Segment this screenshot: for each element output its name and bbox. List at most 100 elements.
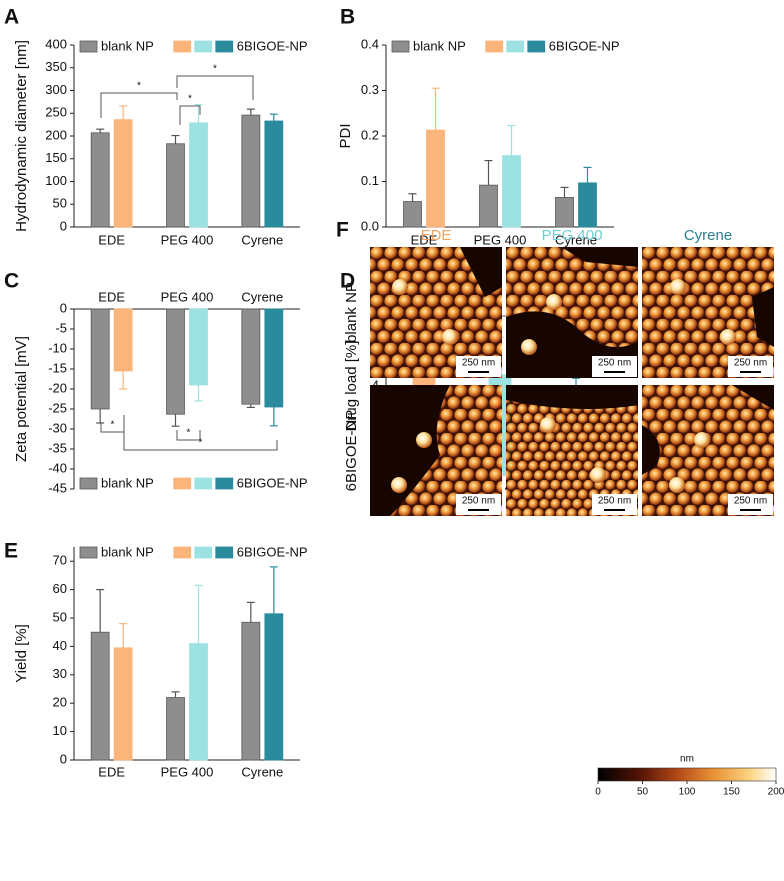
legend-label: blank NP <box>101 475 154 490</box>
scale-box <box>592 356 637 377</box>
significance-label: * <box>137 81 141 92</box>
error-bar <box>246 108 255 116</box>
error-bar <box>171 691 180 698</box>
afm-peak <box>442 329 458 345</box>
y-tick-label: 0 <box>60 751 67 766</box>
legend-swatch <box>506 40 525 53</box>
y-tick-label: 350 <box>45 59 67 74</box>
y-axis-label: Zeta potential [mV] <box>13 336 30 462</box>
significance-label: * <box>111 420 115 431</box>
scale-box <box>456 356 501 377</box>
y-tick-label: -45 <box>48 480 67 495</box>
y-tick-label: 20 <box>53 695 67 710</box>
afm-peak <box>391 477 407 493</box>
bar <box>264 613 284 761</box>
legend-label: blank NP <box>413 38 466 53</box>
afm-image: 250 nm <box>370 247 502 378</box>
y-axis-label: Hydrodynamic diameter [nm] <box>13 40 30 232</box>
scale-bar-label: 250 nm <box>462 358 495 369</box>
legend-label: blank NP <box>101 544 154 559</box>
afm-void <box>642 385 774 475</box>
x-tick-label: EDE <box>98 232 125 247</box>
bar <box>502 155 521 228</box>
bar <box>113 647 133 761</box>
x-tick-label: EDE <box>98 764 125 779</box>
afm-image: 250 nm <box>370 385 502 516</box>
bar <box>189 643 208 761</box>
bar <box>189 122 208 228</box>
y-tick-label: 0 <box>60 300 67 315</box>
error-bar <box>269 407 278 427</box>
scale-box <box>456 494 501 515</box>
bar <box>578 182 597 228</box>
y-axis-label: Yield [%] <box>13 624 30 683</box>
error-bar <box>484 159 493 186</box>
y-tick-label: -25 <box>48 400 67 415</box>
error-bar <box>171 414 180 427</box>
error-bar <box>96 409 105 424</box>
panel-letter: F <box>336 219 349 242</box>
y-tick-label: 50 <box>53 196 67 211</box>
legend-label: 6BIGOE-NP <box>549 38 620 53</box>
bar <box>113 119 133 228</box>
y-tick-label: -20 <box>48 380 67 395</box>
legend-swatch <box>215 546 234 559</box>
afm-peak <box>540 417 556 433</box>
y-tick-label: -10 <box>48 340 67 355</box>
y-tick-label: -35 <box>48 440 67 455</box>
afm-void <box>460 247 502 297</box>
legend-swatch <box>215 40 234 53</box>
scale-bar-label: 250 nm <box>598 358 631 369</box>
y-tick-label: 70 <box>53 553 67 568</box>
y-tick-label: 60 <box>53 581 67 596</box>
scale-bar-label: 250 nm <box>734 358 767 369</box>
afm-void <box>506 247 638 378</box>
y-tick-label: 40 <box>53 638 67 653</box>
significance-bracket <box>176 430 201 441</box>
significance-bracket <box>123 415 278 451</box>
bar <box>241 114 261 228</box>
afm-image: 250 nm <box>642 247 774 378</box>
scale-box <box>728 494 773 515</box>
panel-letter: A <box>4 6 19 29</box>
y-tick-label: -30 <box>48 420 67 435</box>
afm-void <box>370 385 450 516</box>
legend-label: 6BIGOE-NP <box>237 38 308 53</box>
colorbar <box>597 767 777 782</box>
afm-image: 250 nm <box>506 385 638 516</box>
afm-peak <box>521 339 537 355</box>
afm-peak <box>416 432 432 448</box>
x-tick-label: PEG 400 <box>161 232 214 247</box>
significance-label: * <box>213 64 217 75</box>
panel: E Yield [%] 0 10 20 30 40 50 60 70 EDE PEG 400 Cyren… <box>4 540 308 780</box>
error-bar <box>269 566 278 614</box>
y-axis-label: PDI <box>337 123 354 148</box>
panel-letter: C <box>4 270 19 293</box>
legend-swatch <box>391 40 410 53</box>
x-tick-label: PEG 400 <box>161 289 214 304</box>
legend-swatch <box>485 40 504 53</box>
bar <box>241 308 261 405</box>
scale-bar-label: 250 nm <box>598 496 631 507</box>
x-tick-label: Cyrene <box>241 289 283 304</box>
panel: A Hydrodynamic diameter [nm] 0 50 100 150 200 2… <box>4 6 308 248</box>
panel-letter: B <box>340 6 355 29</box>
bar <box>264 120 284 228</box>
colorbar-tick-label: 50 <box>637 787 649 798</box>
error-bar <box>119 623 128 648</box>
panel: C Zeta potential [mV] 0 -5 -10 -15 -20 -25 -30 -3… <box>4 270 308 496</box>
afm-peak <box>694 432 710 448</box>
scale-bar-label: 250 nm <box>734 496 767 507</box>
y-tick-label: 0.0 <box>361 218 379 233</box>
y-axis-label: Drug load [%] <box>343 341 360 432</box>
x-tick-label: Cyrene <box>241 764 283 779</box>
afm-void <box>752 287 774 347</box>
legend-swatch <box>527 40 546 53</box>
y-tick-label: 0.3 <box>361 82 379 97</box>
significance-label: * <box>188 94 192 105</box>
y-tick-label: 200 <box>45 127 67 142</box>
y-tick-label: -5 <box>55 320 67 335</box>
y-tick-label: 0.2 <box>361 127 379 142</box>
